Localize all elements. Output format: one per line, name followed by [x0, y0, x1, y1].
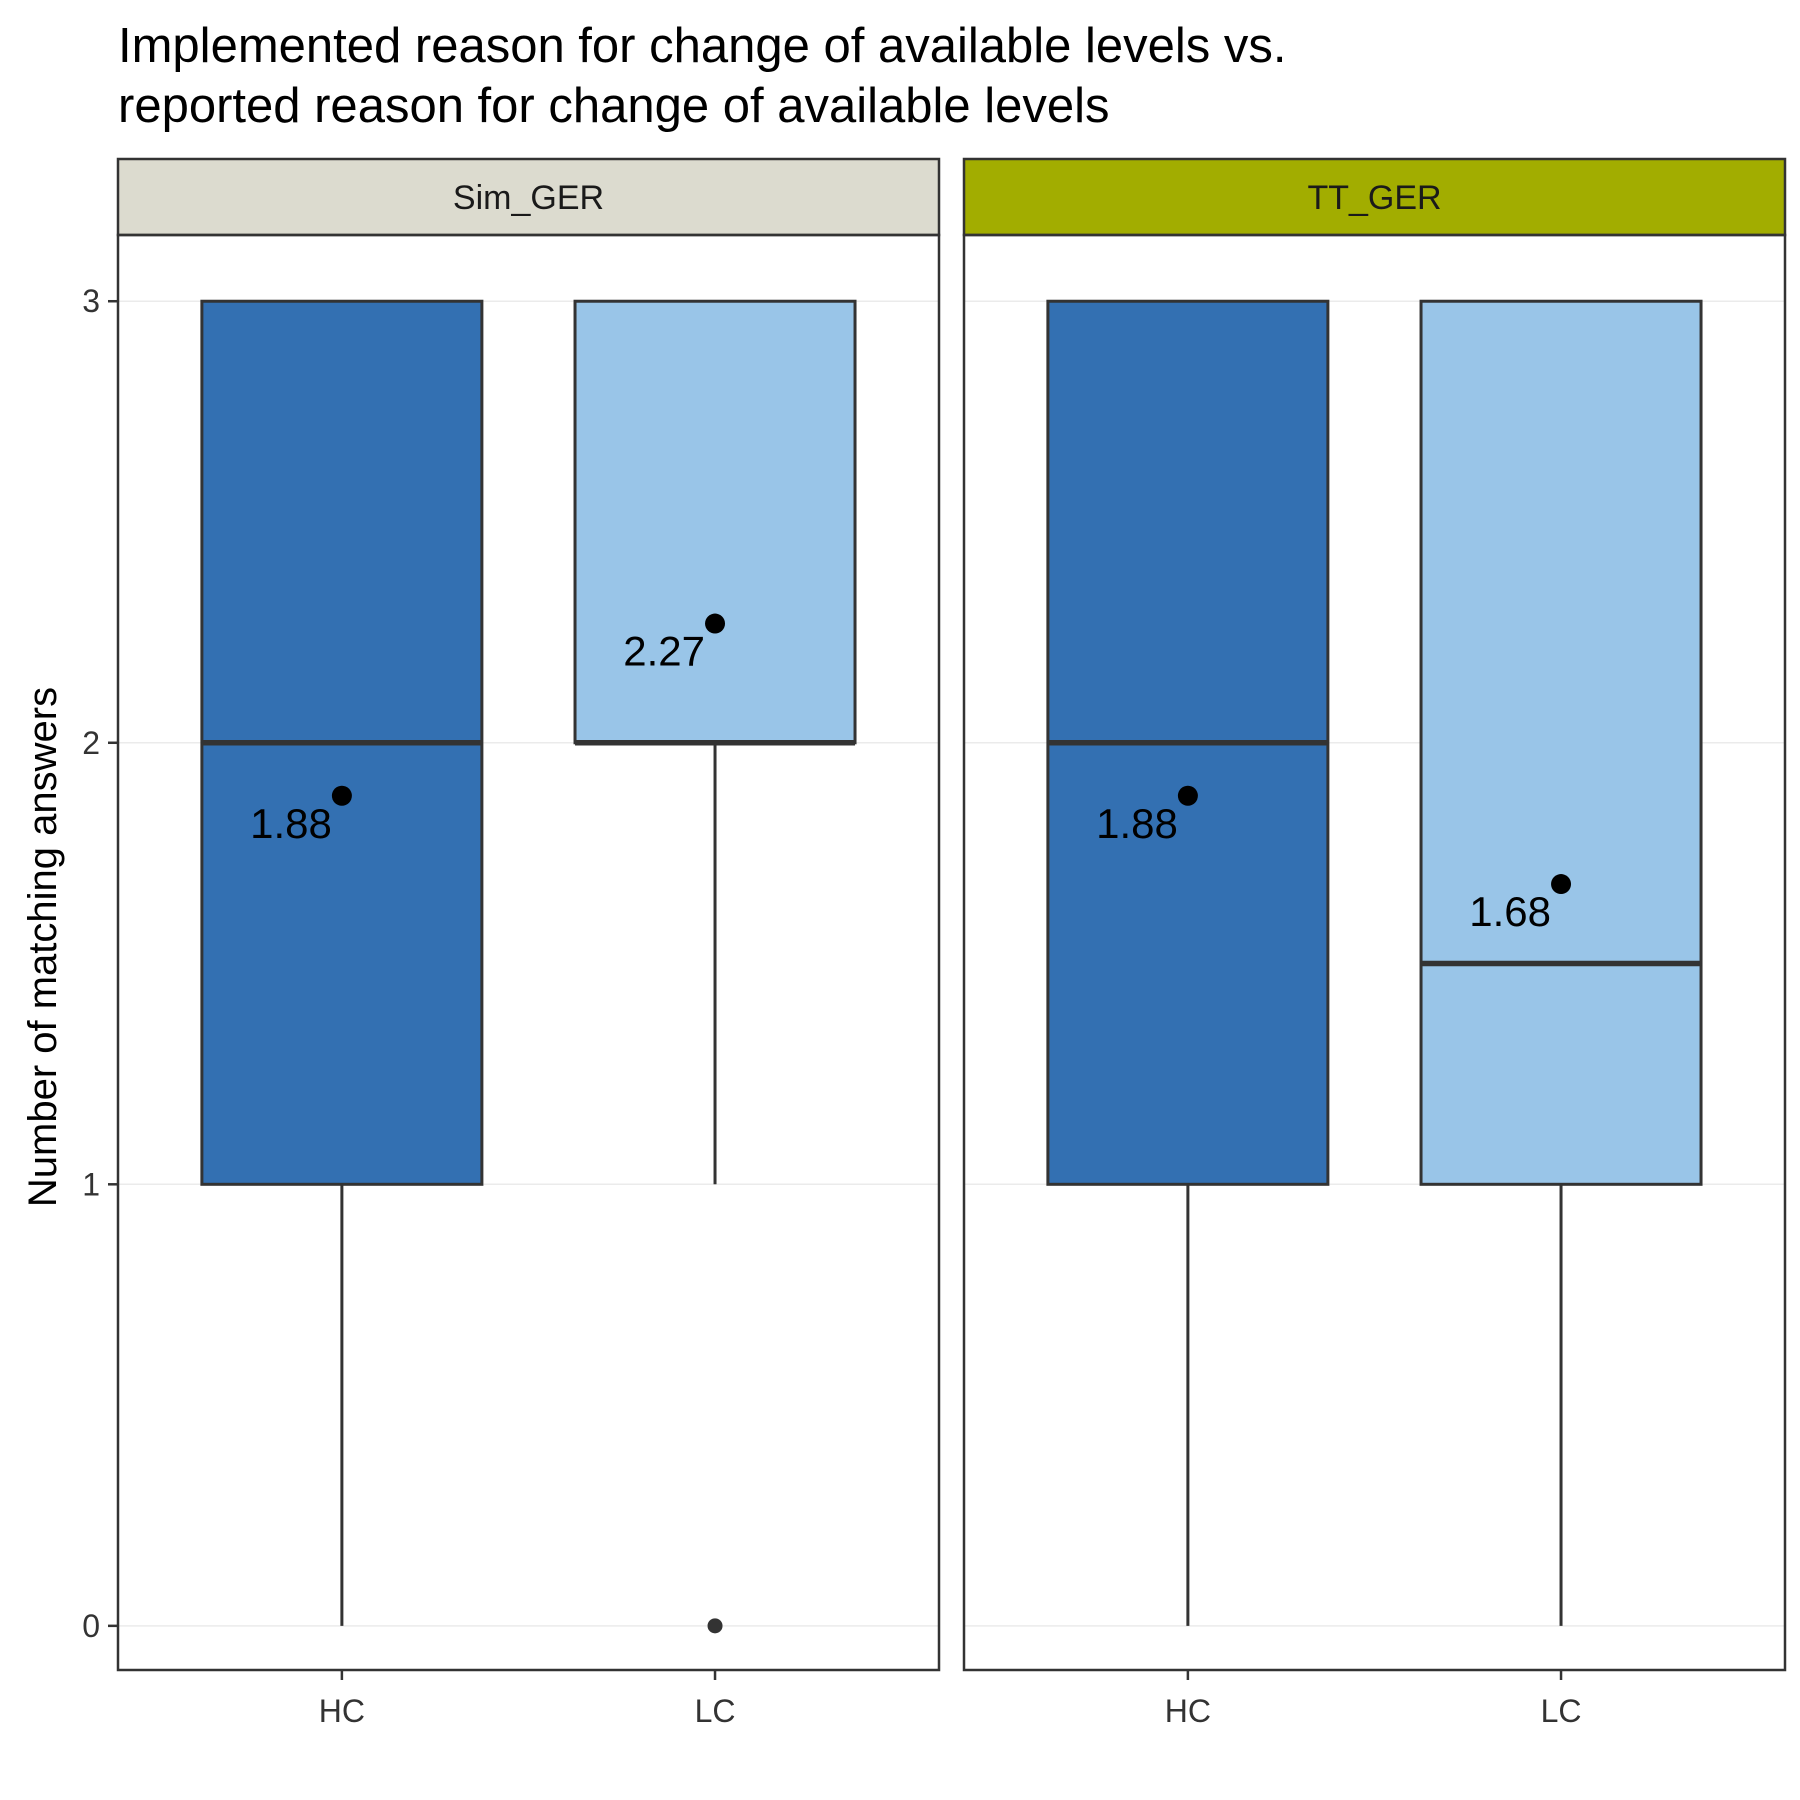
x-tick-label: LC [1541, 1693, 1582, 1729]
strip-TT_GER [962, 157, 1787, 237]
mean-label: 2.27 [623, 628, 705, 675]
x-tick-label: HC [319, 1693, 365, 1729]
x-tick-label: LC [695, 1693, 736, 1729]
plot-area: Sim_GER 1.88 2.27 HC LC TT_GER 1.88 1.68 HC LC 0 1 2… [82, 157, 1787, 1729]
box-TT_GER-LC [1419, 299, 1703, 1186]
mean-label: 1.88 [250, 800, 332, 847]
x-tick-label: HC [1165, 1693, 1211, 1729]
mean-label: 1.68 [1469, 888, 1551, 935]
mean-point [1177, 785, 1198, 806]
outlier-point [707, 1618, 723, 1634]
y-tick-label: 0 [82, 1608, 100, 1644]
mean-point [1551, 874, 1572, 895]
chart-title-line-1: Implemented reason for change of availab… [118, 19, 1287, 73]
strip-label: TT_GER [1307, 179, 1441, 217]
y-tick-label: 1 [82, 1166, 100, 1202]
strip-label: Sim_GER [453, 179, 604, 217]
mean-label: 1.88 [1096, 800, 1178, 847]
box-Sim_GER-LC [573, 299, 857, 745]
panel-border-Sim_GER [116, 233, 941, 1672]
mean-point [331, 785, 352, 806]
y-axis-label: Number of matching answers [21, 687, 65, 1207]
chart-title-line-2: reported reason for change of available … [118, 79, 1110, 133]
y-tick-label: 3 [82, 283, 100, 319]
y-tick-label: 2 [82, 725, 100, 761]
strip-Sim_GER [116, 157, 941, 237]
mean-point [705, 613, 726, 634]
panel-border-TT_GER [962, 233, 1787, 1672]
